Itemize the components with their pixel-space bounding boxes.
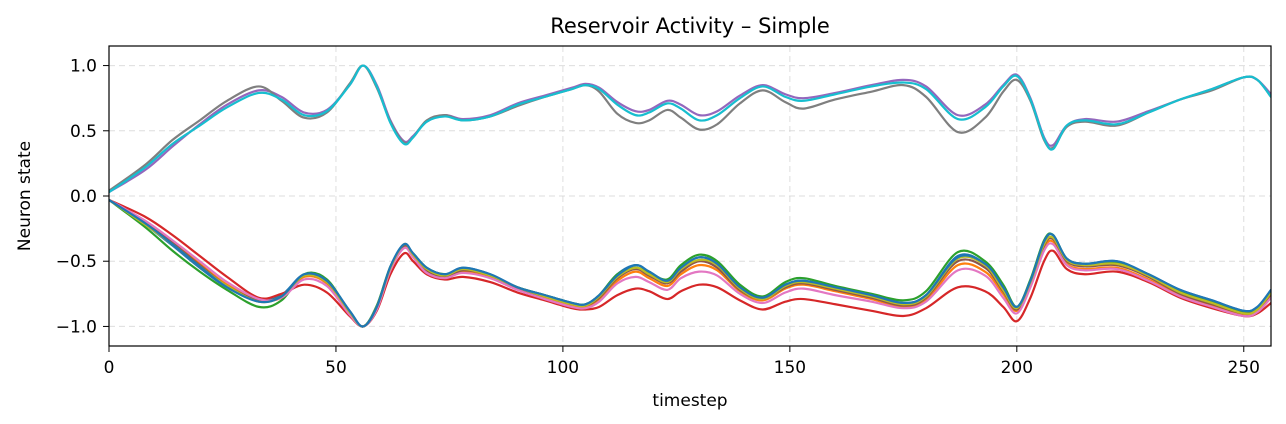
y-tick-label: 0.0 xyxy=(70,187,97,207)
series-line-10 xyxy=(109,64,1271,194)
series-line-7 xyxy=(109,198,1271,328)
x-tick-label: 250 xyxy=(1228,358,1260,378)
y-tick-label: −1.0 xyxy=(56,317,97,337)
series-layer xyxy=(109,64,1271,328)
x-tick-label: 50 xyxy=(325,358,347,378)
tick-layer: 0 50 100 150 200 250 −1.0 −0.5 0.0 0.5 1.0 xyxy=(56,57,1260,378)
x-tick-label: 200 xyxy=(1001,358,1033,378)
series-line-8 xyxy=(109,64,1271,192)
y-axis-label: Neuron state xyxy=(15,141,35,251)
y-tick-label: 1.0 xyxy=(70,57,97,77)
x-tick-label: 150 xyxy=(774,358,806,378)
x-tick-label: 0 xyxy=(104,358,115,378)
series-line-5 xyxy=(109,64,1271,194)
y-tick-label: 0.5 xyxy=(70,122,97,142)
x-tick-label: 100 xyxy=(547,358,579,378)
series-line-11 xyxy=(109,198,1271,328)
grid-layer xyxy=(108,46,1271,346)
y-tick-label: −0.5 xyxy=(56,252,97,272)
x-axis-label: timestep xyxy=(652,391,727,411)
chart-title: Reservoir Activity – Simple xyxy=(550,14,830,38)
